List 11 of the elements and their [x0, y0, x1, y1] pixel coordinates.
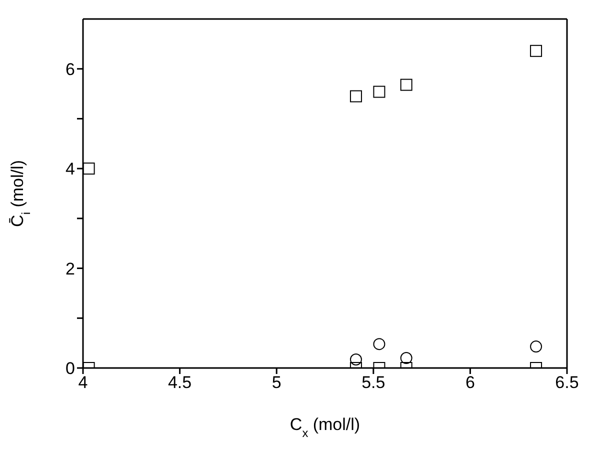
y-tick-label: 0: [66, 359, 75, 378]
x-axis-title: C$_{x}$ (mol/l): [290, 415, 360, 440]
x-tick-label: 6: [465, 373, 475, 392]
x-tick-label: 6.5: [555, 373, 579, 392]
y-tick-label: 4: [66, 160, 75, 179]
x-tick-label: 5.5: [362, 373, 386, 392]
x-tick-label: 4.5: [168, 373, 192, 392]
x-tick-label: 4: [78, 373, 88, 392]
y-tick-label: 6: [66, 60, 75, 79]
x-tick-label: 5: [272, 373, 282, 392]
y-tick-label: 2: [66, 259, 75, 278]
